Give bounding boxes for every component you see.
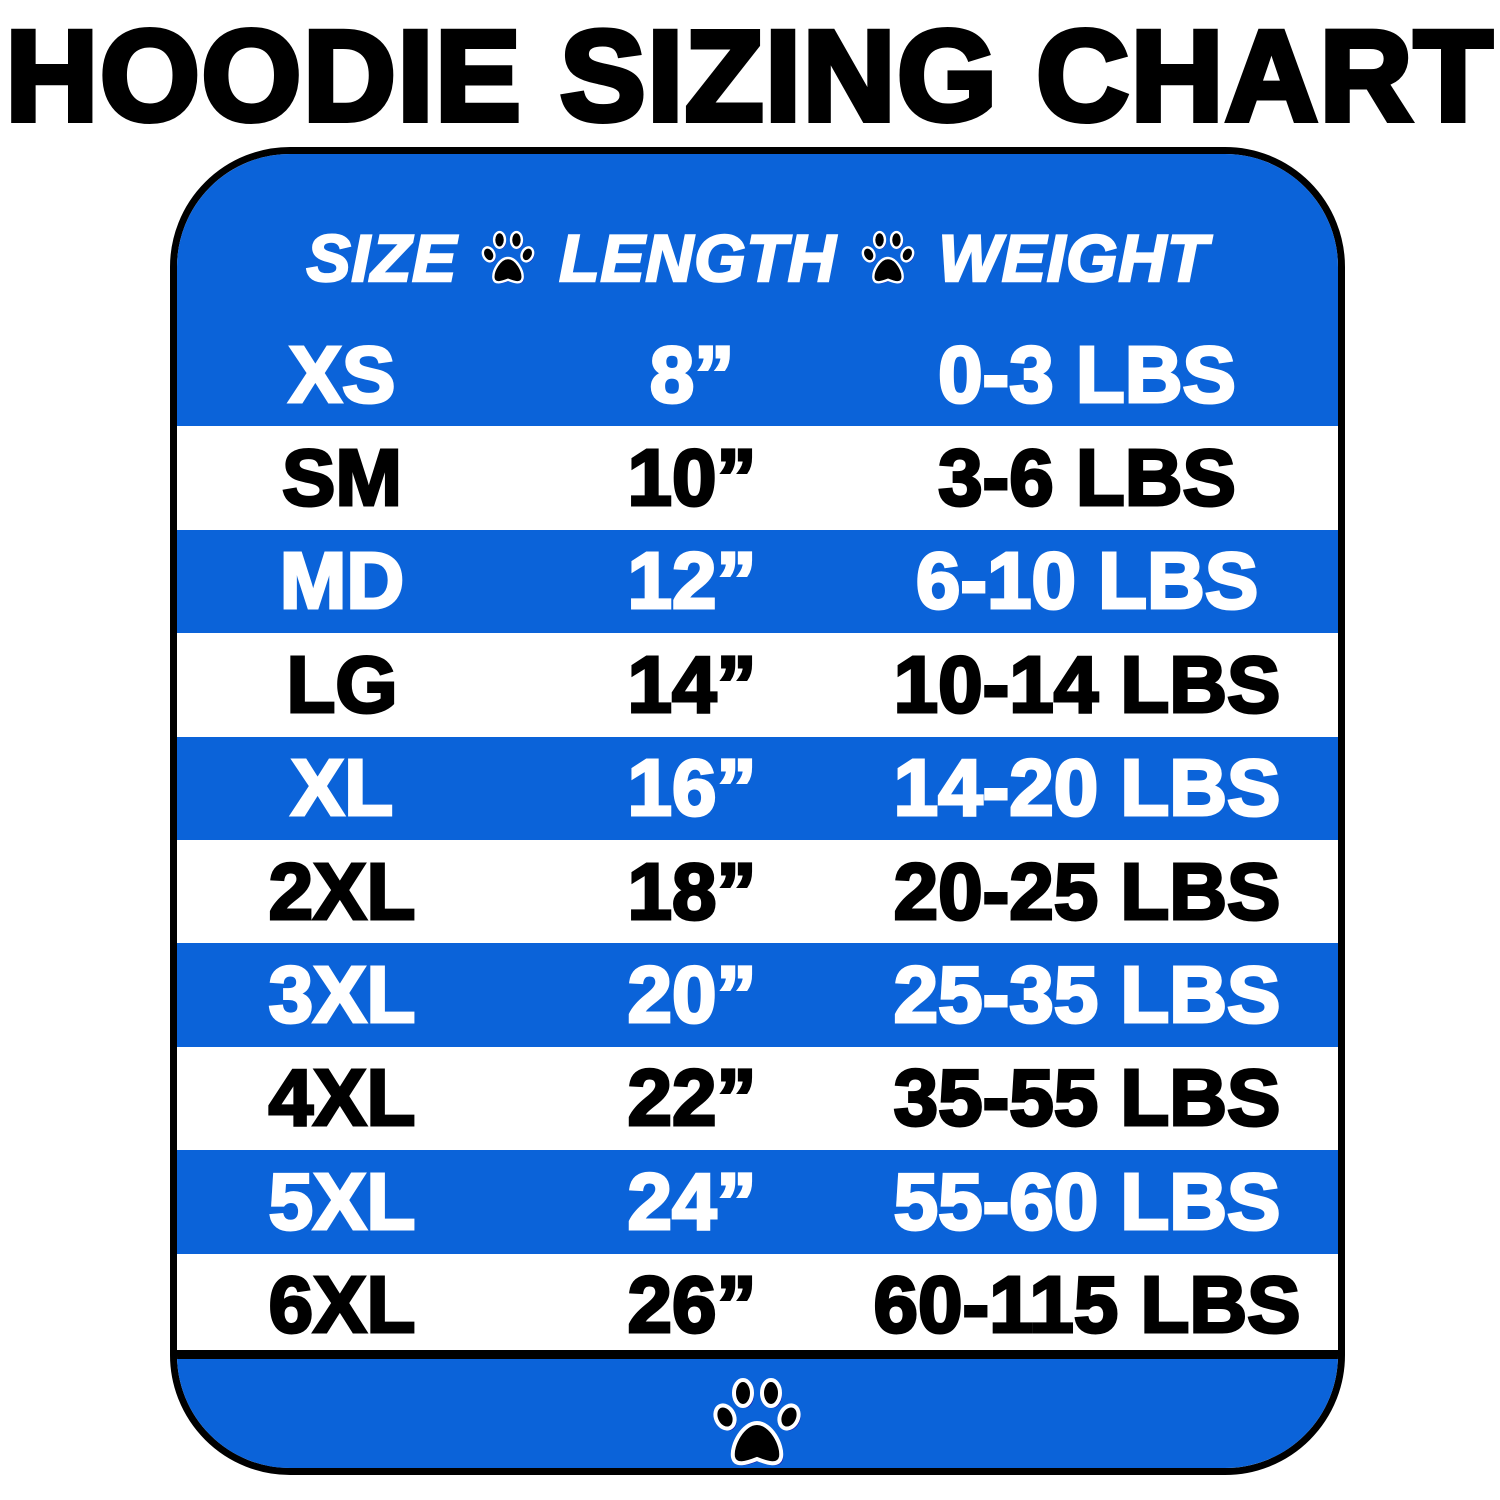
size-cell: XL xyxy=(289,742,394,834)
size-cell: 4XL xyxy=(267,1052,417,1144)
paw-print-icon xyxy=(709,1378,805,1468)
page-title: HOODIE SIZING CHART xyxy=(3,5,1496,148)
size-cell: 3XL xyxy=(267,949,417,1041)
length-cell: 26” xyxy=(626,1259,758,1351)
length-cell: 24” xyxy=(626,1155,758,1247)
size-cell: LG xyxy=(285,638,399,730)
weight-cell: 6-10 LBS xyxy=(914,535,1259,627)
paw-print-icon xyxy=(858,230,917,285)
table-row: 2XL 18” 20-25 LBS xyxy=(177,839,1338,944)
table-row: 3XL 20” 25-35 LBS xyxy=(177,943,1338,1047)
length-cell: 22” xyxy=(626,1052,758,1144)
weight-cell: 25-35 LBS xyxy=(892,949,1282,1041)
size-cell: MD xyxy=(278,535,405,627)
sizing-chart-card: SIZE LENGTH WEIGHT XS 8” 0-3 LBS SM 10” 3-6 L… xyxy=(170,147,1345,1475)
length-cell: 20” xyxy=(626,949,758,1041)
table-footer xyxy=(177,1350,1338,1468)
table-row: XS 8” 0-3 LBS xyxy=(177,323,1338,427)
table-row: 6XL 26” 60-115 LBS xyxy=(177,1253,1338,1357)
length-cell: 18” xyxy=(626,845,758,937)
table-row: XL 16” 14-20 LBS xyxy=(177,736,1338,840)
size-cell: 2XL xyxy=(267,845,417,937)
weight-cell: 55-60 LBS xyxy=(892,1155,1282,1247)
table-row: 4XL 22” 35-55 LBS xyxy=(177,1046,1338,1151)
weight-cell: 0-3 LBS xyxy=(937,328,1238,420)
size-cell: 5XL xyxy=(267,1155,417,1247)
table-row: 5XL 24” 55-60 LBS xyxy=(177,1150,1338,1254)
table-row: SM 10” 3-6 LBS xyxy=(177,426,1338,530)
size-cell: XS xyxy=(287,328,397,420)
table-row: LG 14” 10-14 LBS xyxy=(177,633,1338,737)
table-body: XS 8” 0-3 LBS SM 10” 3-6 LBS MD 12” 6-10 LBS LG 14… xyxy=(177,323,1338,1357)
length-cell: 10” xyxy=(626,432,758,524)
weight-cell: 14-20 LBS xyxy=(892,742,1282,834)
table-row: MD 12” 6-10 LBS xyxy=(177,529,1338,634)
header-size: SIZE xyxy=(305,220,458,297)
weight-cell: 20-25 LBS xyxy=(892,845,1282,937)
header-length: LENGTH xyxy=(558,220,837,297)
length-cell: 8” xyxy=(648,328,736,420)
weight-cell: 60-115 LBS xyxy=(872,1259,1302,1351)
header-weight: WEIGHT xyxy=(937,220,1209,297)
size-cell: 6XL xyxy=(267,1259,417,1351)
table-header: SIZE LENGTH WEIGHT xyxy=(177,154,1338,347)
length-cell: 12” xyxy=(626,535,758,627)
length-cell: 14” xyxy=(626,638,758,730)
weight-cell: 3-6 LBS xyxy=(937,432,1238,524)
weight-cell: 10-14 LBS xyxy=(892,638,1282,730)
paw-print-icon xyxy=(479,230,538,285)
weight-cell: 35-55 LBS xyxy=(892,1052,1282,1144)
size-cell: SM xyxy=(281,432,404,524)
length-cell: 16” xyxy=(626,742,758,834)
